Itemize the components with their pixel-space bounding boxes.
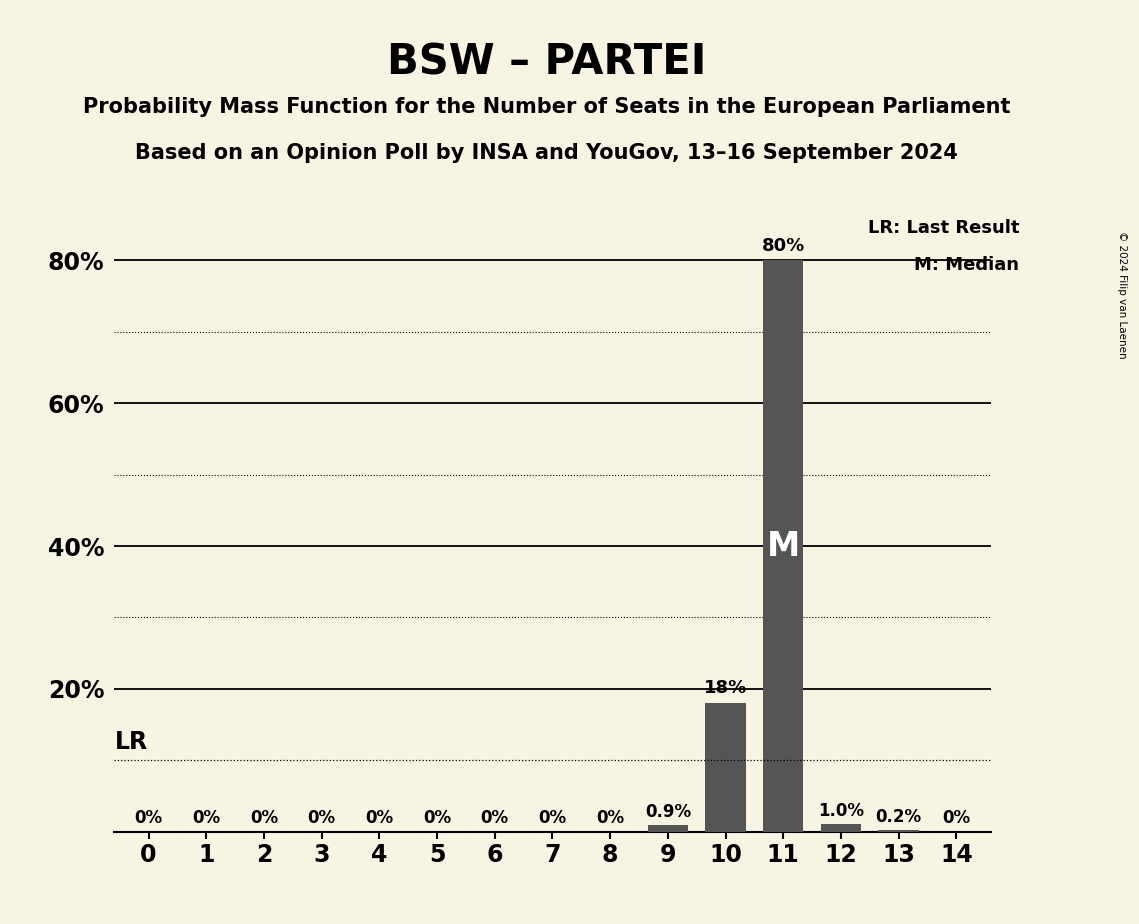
Bar	[705, 703, 746, 832]
Text: 18%: 18%	[704, 679, 747, 698]
Text: © 2024 Filip van Laenen: © 2024 Filip van Laenen	[1117, 231, 1126, 359]
Text: LR: LR	[115, 731, 148, 755]
Text: M: Median: M: Median	[915, 256, 1019, 274]
Text: 0.9%: 0.9%	[645, 803, 691, 821]
Text: 0%: 0%	[942, 809, 970, 827]
Bar	[821, 824, 861, 832]
Bar	[878, 830, 919, 832]
Bar	[763, 261, 803, 832]
Text: 0%: 0%	[539, 809, 566, 827]
Text: 0.2%: 0.2%	[876, 808, 921, 826]
Text: 0%: 0%	[249, 809, 278, 827]
Text: Probability Mass Function for the Number of Seats in the European Parliament: Probability Mass Function for the Number…	[83, 97, 1010, 117]
Text: 0%: 0%	[308, 809, 336, 827]
Text: 0%: 0%	[481, 809, 509, 827]
Text: 0%: 0%	[423, 809, 451, 827]
Text: 0%: 0%	[366, 809, 393, 827]
Text: LR: Last Result: LR: Last Result	[868, 219, 1019, 237]
Text: M: M	[767, 529, 800, 563]
Bar	[648, 825, 688, 832]
Text: 0%: 0%	[596, 809, 624, 827]
Text: 0%: 0%	[192, 809, 220, 827]
Text: Based on an Opinion Poll by INSA and YouGov, 13–16 September 2024: Based on an Opinion Poll by INSA and You…	[136, 143, 958, 164]
Text: 0%: 0%	[134, 809, 163, 827]
Text: 1.0%: 1.0%	[818, 802, 863, 821]
Text: BSW – PARTEI: BSW – PARTEI	[387, 42, 706, 83]
Text: 80%: 80%	[762, 237, 805, 255]
